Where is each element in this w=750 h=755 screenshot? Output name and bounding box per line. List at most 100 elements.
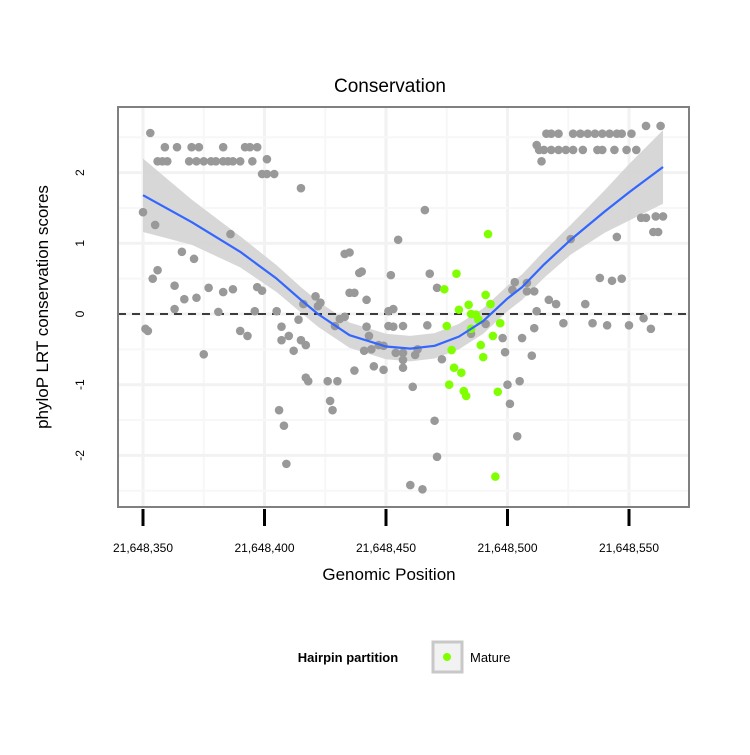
x-tick-label: 21,648,350 [113, 541, 173, 555]
other-point [388, 322, 398, 332]
other-point [252, 142, 262, 152]
other-point [386, 270, 396, 280]
other-point [554, 129, 563, 139]
mature-point [457, 368, 466, 377]
other-point [554, 145, 563, 155]
mature-point [444, 380, 454, 390]
other-point [245, 142, 255, 152]
other-point [148, 274, 158, 283]
other-point [243, 331, 252, 341]
other-point [631, 145, 641, 155]
legend: Hairpin partition Mature [298, 640, 510, 674]
other-point [145, 128, 155, 138]
other-point [257, 286, 267, 295]
other-point [430, 416, 439, 426]
other-point [269, 169, 279, 179]
other-point [192, 156, 201, 166]
other-point [294, 315, 303, 324]
other-point [335, 314, 345, 324]
other-point [235, 326, 245, 336]
mature-point [493, 387, 503, 397]
legend-label-mature: Mature [470, 650, 510, 665]
other-point [279, 421, 289, 431]
other-point [532, 140, 541, 150]
other-point [602, 321, 612, 330]
other-point [420, 205, 430, 215]
other-point [218, 287, 228, 297]
legend-title: Hairpin partition [298, 650, 398, 665]
other-point [583, 129, 592, 139]
other-point [192, 293, 201, 303]
mature-point [452, 269, 461, 279]
other-point [398, 348, 408, 358]
other-point [532, 306, 541, 316]
other-point [617, 129, 627, 139]
mature-point [476, 340, 486, 350]
mature-point [491, 472, 500, 481]
x-tick-label: 21,648,450 [356, 541, 416, 555]
confidence-band-area [143, 130, 664, 362]
other-point [617, 274, 627, 283]
other-point [277, 335, 286, 345]
other-point [228, 156, 238, 166]
other-point [328, 405, 337, 415]
other-point [357, 267, 367, 276]
other-point [656, 121, 665, 131]
other-point [610, 145, 619, 155]
other-point [214, 307, 223, 317]
x-tick-label: 21,648,500 [477, 541, 537, 555]
other-point [359, 346, 369, 356]
mature-point [478, 352, 488, 362]
other-point [505, 399, 515, 409]
x-axis: 21,648,350 21,648,400 21,648,450 21,648,500… [113, 509, 659, 555]
other-point [597, 145, 607, 155]
other-point [138, 207, 148, 217]
other-point [503, 380, 512, 390]
y-tick-label: 1 [73, 240, 87, 247]
other-point [187, 142, 196, 152]
other-point [323, 376, 332, 386]
other-point [639, 313, 648, 323]
other-point [410, 350, 420, 360]
points [138, 121, 668, 494]
other-point [432, 452, 442, 462]
other-point [350, 288, 359, 298]
mature-point [481, 290, 490, 300]
mature-point [486, 299, 495, 309]
other-point [398, 355, 408, 365]
other-point [527, 351, 537, 361]
other-point [199, 156, 209, 166]
y-tick-label: 2 [73, 169, 87, 176]
other-point [289, 346, 298, 356]
other-point [296, 183, 306, 193]
other-point [170, 304, 179, 314]
confidence-band [143, 130, 664, 362]
other-point [284, 331, 294, 341]
mature-point [447, 345, 456, 355]
other-point [172, 142, 182, 152]
other-point [199, 349, 209, 359]
mature-point [464, 300, 473, 310]
other-point [561, 145, 571, 155]
other-point [658, 212, 668, 221]
other-point [522, 287, 532, 296]
other-point [622, 145, 631, 155]
mature-point [488, 331, 498, 341]
other-point [653, 227, 663, 237]
other-point [194, 142, 204, 152]
other-point [425, 269, 435, 279]
other-point [379, 365, 388, 375]
other-point [627, 129, 636, 139]
other-point [228, 284, 238, 294]
other-point [406, 480, 415, 490]
other-point [160, 142, 170, 152]
other-point [539, 145, 549, 155]
y-tick-label: -1 [73, 379, 87, 390]
y-axis-label: phyloP LRT conservation scores [33, 185, 52, 429]
other-point [423, 321, 432, 330]
other-point [597, 129, 607, 139]
other-point [590, 129, 600, 139]
other-point [282, 459, 291, 469]
other-point [651, 212, 661, 221]
